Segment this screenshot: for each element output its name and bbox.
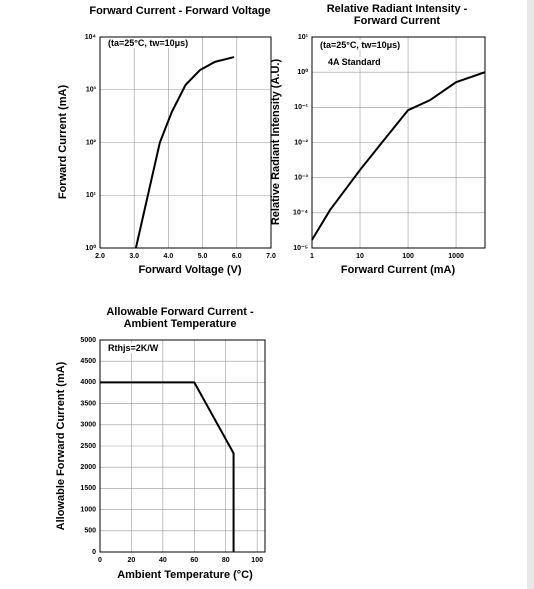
annotation-bg [107, 343, 160, 353]
annotation-bg [327, 57, 382, 67]
x-tick-label: 1000 [448, 253, 464, 260]
x-tick-label: 60 [190, 557, 198, 564]
x-tick-label: 10 [356, 253, 364, 260]
y-tick-label: 10⁻² [294, 139, 308, 146]
y-tick-label: 10⁻¹ [294, 104, 308, 111]
y-tick-label: 1000 [80, 506, 96, 513]
data-line [311, 71, 486, 241]
x-axis-label: Forward Voltage (V) [138, 264, 241, 276]
x-tick-label: 20 [128, 557, 136, 564]
x-tick-label: 2.0 [95, 253, 105, 260]
y-tick-label: 10⁻⁵ [293, 245, 308, 252]
y-tick-label: 1500 [80, 485, 96, 492]
y-tick-label: 500 [84, 528, 96, 535]
x-tick-label: 3.0 [129, 253, 139, 260]
x-tick-label: 100 [402, 253, 414, 260]
x-tick-label: 1 [310, 253, 314, 260]
chart-title: Relative Radiant Intensity - [327, 3, 468, 15]
y-tick-label: 10¹ [86, 192, 97, 199]
x-tick-label: 6.0 [232, 253, 242, 260]
annotation: 4A Standard [328, 57, 381, 67]
y-tick-label: 10³ [86, 87, 97, 94]
y-tick-label: 2000 [80, 464, 96, 471]
y-tick-label: 2500 [80, 443, 96, 450]
annotation-bg [107, 38, 190, 48]
x-tick-label: 4.0 [164, 253, 174, 260]
chart-title: Ambient Temperature [124, 318, 237, 330]
annotation: Rthjs=2K/W [108, 343, 159, 353]
x-axis-label: Ambient Temperature (°C) [117, 569, 253, 581]
x-tick-label: 40 [159, 557, 167, 564]
y-axis-label: Forward Current (mA) [57, 85, 69, 200]
x-tick-label: 7.0 [266, 253, 276, 260]
y-tick-label: 10⁴ [85, 34, 97, 41]
annotation: (ta=25°C, tw=10μs) [320, 40, 400, 50]
scrollbar[interactable] [527, 0, 534, 589]
x-tick-label: 5.0 [198, 253, 208, 260]
plot-frame [311, 36, 486, 249]
y-tick-label: 10⁰ [85, 244, 96, 252]
chart-title: Forward Current [354, 15, 441, 27]
y-tick-label: 10¹ [298, 34, 309, 41]
y-tick-label: 3000 [80, 422, 96, 429]
y-tick-label: 4000 [80, 379, 96, 386]
y-tick-label: 10⁻³ [294, 175, 308, 182]
data-line [134, 56, 235, 249]
plot-frame [99, 36, 272, 249]
chart-title: Forward Current - Forward Voltage [89, 5, 270, 17]
y-tick-label: 10² [86, 139, 97, 146]
y-axis-label: Allowable Forward Current (mA) [55, 361, 67, 530]
y-tick-label: 0 [92, 549, 96, 556]
x-axis-label: Forward Current (mA) [341, 264, 456, 276]
y-tick-label: 3500 [80, 400, 96, 407]
x-tick-label: 80 [222, 557, 230, 564]
chart-title: Allowable Forward Current - [106, 306, 254, 318]
x-tick-label: 100 [251, 557, 263, 564]
y-tick-label: 5000 [80, 337, 96, 344]
y-axis-label: Relative Radiant Intensity (A.U.) [270, 59, 282, 226]
x-tick-label: 0 [98, 557, 102, 564]
annotation: (ta=25°C, tw=10μs) [108, 38, 188, 48]
y-tick-label: 10⁰ [297, 68, 308, 76]
data-line [100, 381, 235, 552]
annotation-bg [319, 40, 402, 50]
plot-frame [99, 339, 266, 553]
y-tick-label: 4500 [80, 358, 96, 365]
y-tick-label: 10⁻⁴ [293, 210, 308, 217]
